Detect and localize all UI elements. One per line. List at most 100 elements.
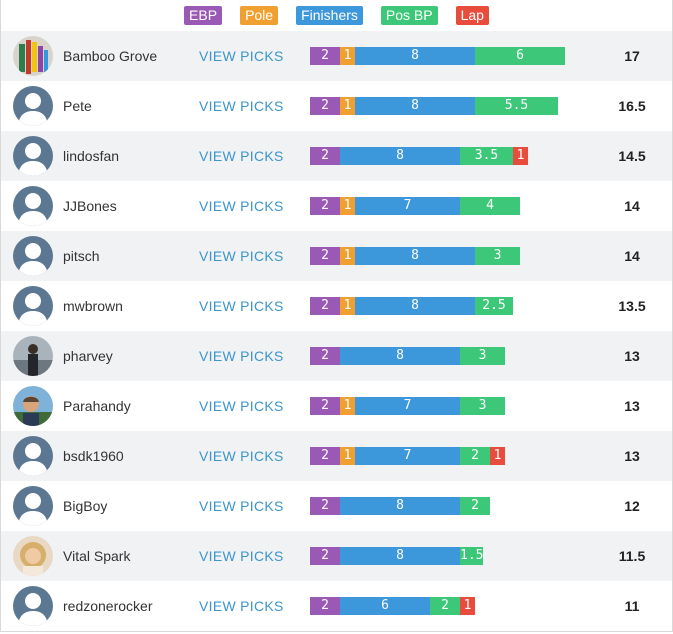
- legend-lap: Lap: [455, 6, 489, 25]
- username: lindosfan: [63, 148, 120, 164]
- bar-segment-finishers: 7: [355, 447, 460, 465]
- bar-segment-ebp: 2: [310, 497, 340, 515]
- total-points: 13: [624, 348, 640, 364]
- leaderboard-row: BigBoy VIEW PICKS 2 8 2 12: [1, 481, 672, 531]
- bar-segment-pole: 1: [340, 97, 355, 115]
- bar-segment-posbp: 3: [460, 397, 505, 415]
- avatar[interactable]: [13, 136, 53, 176]
- bar-segment-ebp: 2: [310, 397, 340, 415]
- bar-segment-finishers: 8: [340, 497, 460, 515]
- leaderboard-row: Bamboo Grove VIEW PICKS 2 1 8 6 17: [1, 31, 672, 81]
- view-picks-link[interactable]: VIEW PICKS: [199, 48, 284, 64]
- points-bar: 2 1 8 2.5: [310, 297, 513, 315]
- bar-segment-pole: 1: [340, 197, 355, 215]
- username: Bamboo Grove: [63, 48, 158, 64]
- bar-segment-lap: 1: [490, 447, 505, 465]
- bar-segment-posbp: 3: [460, 347, 505, 365]
- username: Vital Spark: [63, 548, 131, 564]
- view-picks-link[interactable]: VIEW PICKS: [199, 348, 284, 364]
- bar-segment-pole: 1: [340, 297, 355, 315]
- bar-segment-posbp: 1.5: [460, 547, 483, 565]
- leaderboard-row: bsdk1960 VIEW PICKS 2 1 7 2 1 13: [1, 431, 672, 481]
- bar-segment-posbp: 6: [475, 47, 565, 65]
- bar-segment-posbp: 2: [430, 597, 460, 615]
- bar-segment-posbp: 5.5: [475, 97, 558, 115]
- leaderboard-row: Parahandy VIEW PICKS 2 1 7 3 13: [1, 381, 672, 431]
- view-picks-link[interactable]: VIEW PICKS: [199, 548, 284, 564]
- view-picks-link[interactable]: VIEW PICKS: [199, 198, 284, 214]
- view-picks-link[interactable]: VIEW PICKS: [199, 448, 284, 464]
- total-points: 14: [624, 248, 640, 264]
- avatar[interactable]: [13, 86, 53, 126]
- view-picks-link[interactable]: VIEW PICKS: [199, 598, 284, 614]
- avatar[interactable]: [13, 186, 53, 226]
- bar-segment-lap: 1: [513, 147, 528, 165]
- bar-segment-ebp: 2: [310, 547, 340, 565]
- bar-segment-ebp: 2: [310, 97, 340, 115]
- bar-segment-finishers: 8: [355, 247, 475, 265]
- total-points: 11: [624, 598, 640, 614]
- leaderboard-row: pitsch VIEW PICKS 2 1 8 3 14: [1, 231, 672, 281]
- avatar[interactable]: [13, 236, 53, 276]
- leaderboard-row: Pete VIEW PICKS 2 1 8 5.5 16.5: [1, 81, 672, 131]
- avatar[interactable]: [13, 286, 53, 326]
- avatar[interactable]: [13, 386, 53, 426]
- avatar[interactable]: [13, 486, 53, 526]
- view-picks-link[interactable]: VIEW PICKS: [199, 248, 284, 264]
- total-points: 14: [624, 198, 640, 214]
- leaderboard-row: redzonerocker VIEW PICKS 2 6 2 1 11: [1, 581, 672, 631]
- bar-segment-ebp: 2: [310, 447, 340, 465]
- username: pharvey: [63, 348, 113, 364]
- view-picks-link[interactable]: VIEW PICKS: [199, 398, 284, 414]
- legend-posbp: Pos BP: [380, 6, 438, 25]
- bar-segment-pole: 1: [340, 447, 355, 465]
- bar-segment-posbp: 4: [460, 197, 520, 215]
- username: redzonerocker: [63, 598, 153, 614]
- bar-segment-finishers: 8: [340, 147, 460, 165]
- username: Pete: [63, 98, 92, 114]
- bar-segment-pole: 1: [340, 397, 355, 415]
- total-points: 17: [624, 48, 640, 64]
- leaderboard-row: Vital Spark VIEW PICKS 2 8 1.5 11.5: [1, 531, 672, 581]
- bar-segment-posbp: 3.5: [460, 147, 513, 165]
- avatar[interactable]: [13, 436, 53, 476]
- total-points: 13: [624, 398, 640, 414]
- bar-segment-finishers: 7: [355, 397, 460, 415]
- points-bar: 2 8 1.5: [310, 547, 483, 565]
- bar-segment-posbp: 2.5: [475, 297, 513, 315]
- bar-segment-finishers: 8: [355, 97, 475, 115]
- bar-segment-ebp: 2: [310, 597, 340, 615]
- bar-segment-ebp: 2: [310, 197, 340, 215]
- avatar[interactable]: [13, 336, 53, 376]
- avatar[interactable]: [13, 586, 53, 626]
- bar-segment-finishers: 8: [340, 547, 460, 565]
- bar-segment-finishers: 8: [355, 47, 475, 65]
- legend-finishers: Finishers: [296, 6, 363, 25]
- bar-segment-posbp: 2: [460, 497, 490, 515]
- avatar[interactable]: [13, 36, 53, 76]
- username: mwbrown: [63, 298, 123, 314]
- view-picks-link[interactable]: VIEW PICKS: [199, 148, 284, 164]
- total-points: 13.5: [618, 298, 646, 314]
- view-picks-link[interactable]: VIEW PICKS: [199, 498, 284, 514]
- bar-segment-posbp: 3: [475, 247, 520, 265]
- view-picks-link[interactable]: VIEW PICKS: [199, 98, 284, 114]
- leaderboard-row: pharvey VIEW PICKS 2 8 3 13: [1, 331, 672, 381]
- bar-segment-posbp: 2: [460, 447, 490, 465]
- total-points: 13: [624, 448, 640, 464]
- points-bar: 2 8 3.5 1: [310, 147, 528, 165]
- leaderboard-row: lindosfan VIEW PICKS 2 8 3.5 1 14.5: [1, 131, 672, 181]
- username: pitsch: [63, 248, 100, 264]
- avatar[interactable]: [13, 536, 53, 576]
- username: bsdk1960: [63, 448, 124, 464]
- total-points: 12: [624, 498, 640, 514]
- legend-ebp: EBP: [184, 6, 223, 25]
- bar-segment-finishers: 7: [355, 197, 460, 215]
- view-picks-link[interactable]: VIEW PICKS: [199, 298, 284, 314]
- leaderboard-row: mwbrown VIEW PICKS 2 1 8 2.5 13.5: [1, 281, 672, 331]
